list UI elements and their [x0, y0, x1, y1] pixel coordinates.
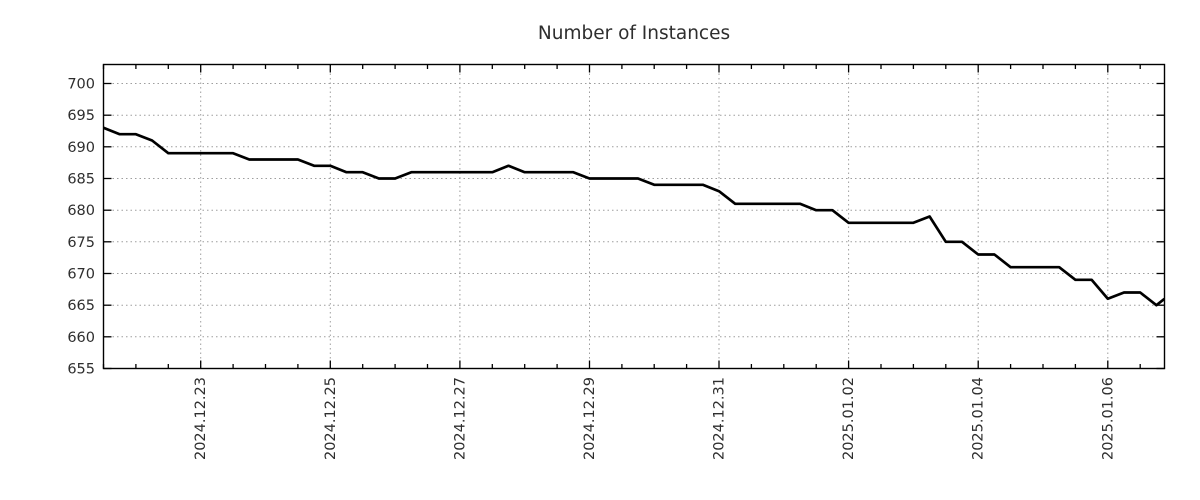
x-tick-label: 2025.01.02	[841, 377, 857, 460]
plot-area: 655 660 665 670 675 680 685 690 695 700 2024.12.23…	[67, 63, 1166, 460]
y-tick-label: 680	[67, 203, 95, 219]
y-tick-label: 695	[67, 108, 95, 124]
x-tick-label: 2025.01.04	[971, 377, 987, 460]
chart-title: Number of Instances	[538, 23, 730, 44]
y-tick-label: 690	[67, 140, 95, 156]
plot-border	[102, 63, 1166, 370]
y-tick-label: 670	[67, 267, 95, 283]
x-tick-label: 2024.12.25	[323, 377, 339, 460]
x-tick-label: 2024.12.27	[452, 377, 468, 460]
y-tick-label: 675	[67, 235, 95, 251]
y-tick-label: 665	[67, 298, 95, 314]
series-line-instances	[103, 126, 1165, 307]
x-tick-label: 2024.12.23	[193, 377, 209, 460]
y-tick-label: 660	[67, 330, 95, 346]
y-tick-label: 700	[67, 77, 95, 93]
y-tick-label: 655	[67, 362, 95, 378]
x-tick-label: 2025.01.06	[1100, 377, 1116, 460]
x-tick-label: 2024.12.31	[712, 377, 728, 460]
x-tick-label: 2024.12.29	[582, 377, 598, 460]
y-tick-label: 685	[67, 172, 95, 188]
